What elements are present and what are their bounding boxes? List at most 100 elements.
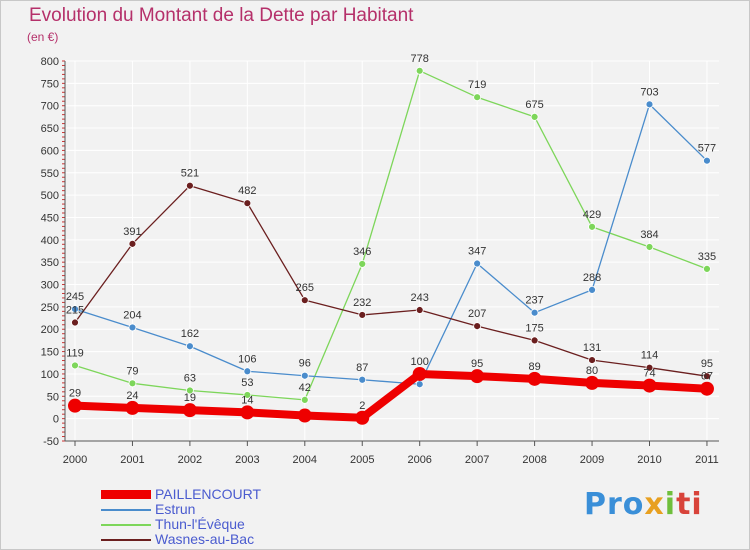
data-label: 63 — [184, 372, 196, 384]
y-tick-label: -50 — [43, 436, 59, 448]
data-label: 346 — [353, 246, 371, 258]
data-point — [71, 305, 79, 314]
data-point — [185, 181, 194, 190]
y-tick-label: 250 — [41, 302, 59, 314]
chart-title: Evolution du Montant de la Dette par Hab… — [29, 5, 414, 26]
data-point — [470, 369, 485, 384]
data-label: 162 — [181, 328, 199, 340]
data-point — [703, 156, 711, 165]
data-point — [243, 391, 252, 399]
data-label: 521 — [181, 168, 199, 180]
data-point — [358, 375, 367, 384]
legend-label-thun-leveque: Thun-l'Évêque — [155, 516, 245, 532]
legend-label-paillencourt: PAILLENCOURT — [155, 486, 262, 502]
data-point — [358, 260, 367, 268]
data-point — [412, 366, 427, 381]
x-tick-label: 2010 — [637, 454, 661, 466]
data-label: 24 — [126, 390, 138, 402]
data-label: 288 — [583, 272, 601, 284]
data-point — [585, 375, 600, 390]
data-label: 245 — [66, 291, 84, 303]
legend-swatch-estrun — [101, 509, 151, 511]
y-tick-label: 800 — [41, 56, 59, 68]
data-point — [128, 379, 137, 388]
data-label: 243 — [411, 292, 429, 304]
data-label: 67 — [701, 371, 713, 383]
data-label: 2 — [359, 400, 365, 412]
series-line — [74, 185, 708, 377]
data-label: 204 — [123, 309, 141, 321]
data-label: 87 — [356, 362, 368, 374]
data-label: 53 — [241, 377, 253, 389]
data-label: 265 — [296, 282, 314, 294]
data-point — [185, 386, 194, 395]
data-point — [588, 285, 596, 294]
data-point — [300, 296, 309, 305]
data-point — [415, 66, 424, 75]
x-tick-label: 2009 — [580, 454, 604, 466]
x-tick-label: 2007 — [465, 454, 489, 466]
data-label: 14 — [241, 394, 253, 406]
data-point — [128, 323, 137, 332]
data-label: 74 — [643, 368, 655, 380]
y-tick-label: 300 — [41, 280, 59, 292]
data-point — [240, 405, 255, 420]
data-point — [185, 342, 194, 351]
logo-part-3: i — [664, 487, 677, 522]
logo-part-4: ti — [676, 487, 703, 522]
y-tick-label: 50 — [47, 391, 59, 403]
data-label: 19 — [184, 392, 196, 404]
y-tick-label: 550 — [41, 168, 59, 180]
data-label: 347 — [468, 246, 486, 258]
data-point — [530, 308, 539, 317]
data-label: 119 — [66, 347, 84, 359]
data-point — [358, 311, 367, 319]
data-label: 96 — [299, 358, 311, 370]
data-point — [182, 403, 197, 418]
data-label: 703 — [640, 86, 658, 98]
legend-swatch-thun-leveque — [101, 524, 151, 526]
x-tick-label: 2002 — [178, 454, 202, 466]
data-label: 237 — [525, 295, 543, 307]
legend-swatch-wasnes-au-bac — [101, 539, 151, 541]
data-point — [415, 380, 424, 389]
data-label: 207 — [468, 308, 486, 320]
data-label: 106 — [238, 353, 256, 365]
data-point — [300, 395, 309, 404]
y-tick-label: 350 — [41, 257, 59, 269]
data-label: 675 — [525, 99, 543, 111]
data-label: 335 — [698, 251, 716, 263]
legend-label-wasnes-au-bac: Wasnes-au-Bac — [155, 531, 255, 547]
data-point — [71, 361, 79, 370]
x-tick-label: 2011 — [695, 454, 719, 466]
data-label: 719 — [468, 79, 486, 91]
logo-part-2: x — [644, 487, 665, 522]
data-point — [300, 371, 309, 380]
x-tick-label: 2005 — [350, 454, 374, 466]
x-tick-label: 2000 — [63, 454, 87, 466]
data-point — [645, 243, 654, 251]
data-point — [642, 378, 657, 393]
x-tick-label: 2001 — [120, 454, 144, 466]
y-tick-label: 100 — [41, 369, 59, 381]
data-label: 114 — [641, 350, 659, 362]
data-label: 100 — [411, 356, 429, 368]
data-point — [699, 381, 714, 396]
data-label: 391 — [123, 226, 141, 238]
plot-area — [65, 61, 719, 441]
data-label: 429 — [583, 209, 601, 221]
data-point — [125, 400, 140, 415]
data-point — [355, 410, 370, 425]
data-label: 778 — [411, 53, 429, 65]
data-label: 232 — [353, 297, 371, 309]
data-point — [415, 306, 424, 314]
y-tick-label: 200 — [41, 324, 59, 336]
data-label: 384 — [640, 229, 658, 241]
x-tick-label: 2003 — [235, 454, 259, 466]
data-point — [71, 318, 79, 327]
logo-part-1: Pro — [584, 487, 645, 522]
data-point — [703, 264, 711, 273]
x-tick-label: 2006 — [407, 454, 431, 466]
